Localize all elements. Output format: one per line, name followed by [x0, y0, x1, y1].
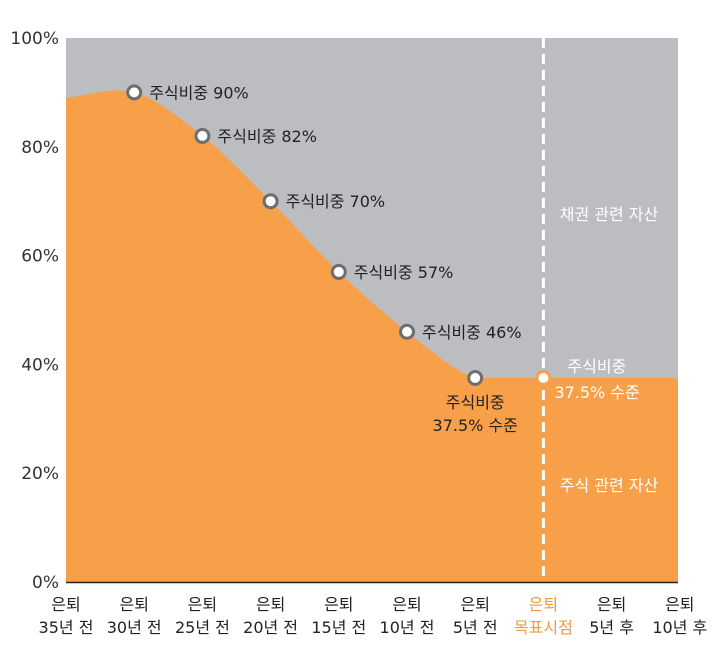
- data-point-marker: [467, 370, 484, 386]
- x-tick-label: 은퇴: [597, 595, 626, 614]
- x-tick-label: 은퇴: [188, 595, 217, 614]
- equity-area: [66, 90, 678, 583]
- x-tick-label: 35년 전: [39, 618, 94, 637]
- x-tick-label: 5년 전: [453, 618, 498, 637]
- y-tick-label: 60%: [21, 247, 59, 267]
- x-tick-label: 5년 후: [589, 618, 634, 637]
- data-label: 주식비중 82%: [217, 127, 317, 146]
- x-tick-label: 은퇴: [256, 595, 285, 614]
- data-point-marker: [126, 84, 143, 101]
- y-tick-label: 100%: [10, 29, 59, 49]
- data-label: 37.5% 수준: [554, 383, 639, 402]
- data-label: 37.5% 수준: [433, 416, 518, 435]
- y-tick-label: 80%: [21, 138, 59, 158]
- x-tick-label: 은퇴: [119, 595, 148, 614]
- x-tick-label: 은퇴: [665, 595, 694, 614]
- x-tick-label: 은퇴: [460, 595, 489, 614]
- equity-region-label: 주식 관련 자산: [560, 476, 659, 495]
- x-tick-label: 10년 후: [652, 618, 707, 637]
- x-tick-label: 30년 전: [107, 618, 162, 637]
- x-tick-label: 은퇴: [392, 595, 421, 614]
- bond-region-label: 채권 관련 자산: [560, 205, 659, 224]
- data-point-marker: [535, 370, 552, 386]
- x-tick-label: 은퇴: [51, 595, 80, 614]
- x-tick-label: 15년 전: [311, 618, 366, 637]
- x-tick-label: 25년 전: [175, 618, 230, 637]
- x-tick-label: 10년 전: [380, 618, 435, 637]
- data-label: 주식비중 57%: [354, 263, 454, 282]
- y-tick-label: 20%: [21, 464, 59, 484]
- y-tick-label: 40%: [21, 355, 59, 375]
- y-tick-label: 0%: [32, 573, 59, 593]
- x-tick-label: 은퇴: [529, 595, 558, 614]
- data-point-marker: [330, 263, 347, 280]
- data-label: 주식비중 90%: [149, 83, 249, 102]
- data-point-marker: [194, 127, 211, 144]
- x-tick-label: 20년 전: [243, 618, 298, 637]
- x-tick-label: 목표시점: [514, 618, 573, 637]
- x-tick-label: 은퇴: [324, 595, 353, 614]
- data-label: 주식비중 70%: [286, 192, 386, 211]
- data-point-marker: [399, 323, 415, 340]
- data-label: 주식비중: [446, 393, 505, 412]
- data-label: 주식비중 46%: [422, 323, 522, 342]
- data-label: 주식비중: [567, 357, 626, 376]
- data-point-marker: [262, 193, 279, 210]
